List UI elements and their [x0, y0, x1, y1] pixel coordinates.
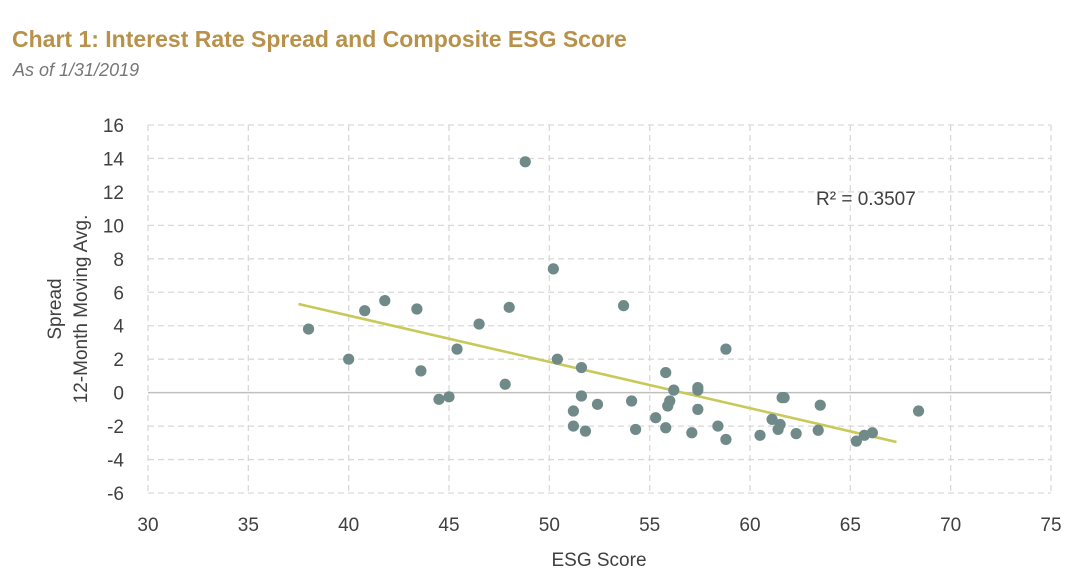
data-point — [814, 399, 826, 411]
data-point — [379, 295, 391, 307]
data-point — [630, 423, 642, 436]
data-point — [692, 403, 704, 415]
data-point — [660, 366, 672, 379]
data-point — [912, 405, 925, 417]
y-tick-label: 8 — [113, 250, 124, 271]
data-point — [302, 323, 315, 335]
y-tick-label: 0 — [113, 384, 124, 405]
data-point — [668, 384, 680, 396]
x-tick-label: 50 — [539, 515, 560, 536]
data-point — [519, 156, 531, 168]
y-tick-label: 4 — [113, 317, 124, 338]
data-point — [850, 435, 862, 447]
chart-subtitle: As of 1/31/2019 — [13, 60, 140, 80]
data-point — [664, 395, 676, 407]
data-point — [720, 343, 732, 355]
data-point — [547, 263, 559, 275]
data-point — [503, 301, 515, 313]
y-axis-title: Spread 12-Month Moving Avg. — [45, 215, 92, 404]
data-point — [473, 318, 485, 330]
data-point — [660, 422, 672, 434]
grid-lines — [147, 124, 1052, 494]
data-point — [778, 392, 790, 404]
data-point — [790, 428, 802, 440]
trendline-layer — [298, 302, 897, 444]
x-tick-label: 30 — [137, 515, 158, 536]
data-point — [411, 303, 423, 315]
y-axis-title-line-2: 12-Month Moving Avg. — [71, 215, 92, 404]
trendline — [298, 302, 897, 444]
data-point — [686, 427, 698, 439]
data-point — [754, 429, 766, 441]
y-tick-label: 12 — [103, 183, 124, 204]
data-point — [866, 427, 879, 439]
x-tick-label: 75 — [1040, 515, 1061, 536]
data-point — [567, 405, 580, 417]
data-point — [812, 424, 824, 436]
data-point — [774, 418, 786, 431]
x-axis-title: ESG Score — [551, 550, 646, 571]
x-tick-label: 65 — [840, 515, 861, 536]
data-point — [766, 413, 778, 425]
data-point — [443, 391, 455, 403]
y-tick-labels: -6 -4 -2 0 2 4 6 8 10 12 14 16 — [103, 116, 125, 505]
y-tick-label: -6 — [107, 484, 124, 505]
chart-title: Chart 1: Interest Rate Spread and Compos… — [12, 26, 627, 52]
y-tick-label: 2 — [113, 350, 124, 371]
y-tick-label: 16 — [103, 116, 124, 137]
x-tick-labels: 30 35 40 45 50 55 60 65 70 75 — [137, 515, 1061, 536]
data-point — [692, 384, 704, 396]
data-point — [415, 365, 427, 377]
x-tick-label: 40 — [338, 515, 359, 536]
x-tick-label: 70 — [940, 515, 961, 536]
y-tick-label: 14 — [103, 149, 125, 170]
data-point — [343, 353, 355, 365]
r-squared-label: R² = 0.3507 — [816, 189, 916, 210]
data-point — [712, 420, 724, 432]
y-tick-label: 6 — [113, 283, 124, 304]
x-tick-label: 60 — [739, 515, 760, 536]
data-point — [579, 425, 592, 437]
x-tick-label: 45 — [438, 515, 459, 536]
data-point — [451, 343, 463, 355]
y-tick-label: -4 — [107, 451, 124, 472]
data-point — [359, 305, 371, 317]
data-point — [433, 393, 445, 405]
data-point — [551, 353, 563, 365]
x-tick-label: 55 — [639, 515, 660, 536]
data-point — [499, 378, 511, 390]
x-tick-label: 35 — [238, 515, 259, 536]
y-axis-title-line-1: Spread — [45, 278, 66, 339]
data-point — [626, 395, 638, 407]
data-point — [617, 300, 630, 312]
y-tick-label: 10 — [103, 216, 124, 237]
data-point — [575, 390, 588, 402]
data-points — [302, 156, 925, 447]
y-tick-label: -2 — [107, 417, 124, 438]
data-point — [567, 420, 580, 432]
data-point — [575, 361, 588, 374]
data-point — [650, 412, 662, 424]
data-point — [591, 398, 604, 410]
data-point — [720, 433, 732, 446]
